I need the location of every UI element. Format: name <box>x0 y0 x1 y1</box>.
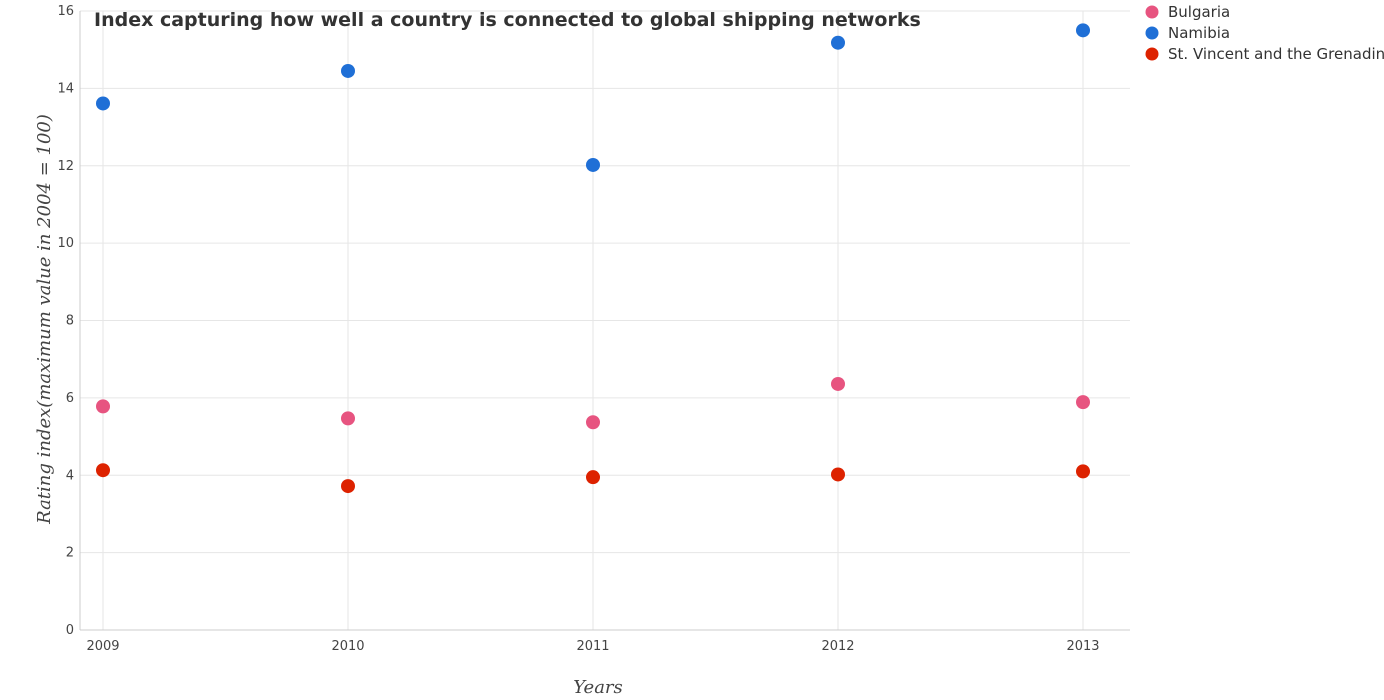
y-tick-label: 12 <box>57 159 74 174</box>
legend: Bulgaria Namibia St. Vincent and the Grena… <box>1145 3 1384 63</box>
point-namibia-2013 <box>1076 23 1090 38</box>
y-tick-label: 8 <box>66 314 74 329</box>
legend-marker-0 <box>1145 5 1159 19</box>
y-tick-label: 14 <box>57 81 74 96</box>
legend-label-0: Bulgaria <box>1168 3 1230 21</box>
legend-label-2: St. Vincent and the Grenadines <box>1168 45 1384 63</box>
point-namibia-2010 <box>341 63 355 78</box>
legend-label-1: Namibia <box>1168 24 1230 42</box>
y-tick-label: 0 <box>66 623 74 638</box>
point-bulgaria-2012 <box>831 376 845 391</box>
point-namibia-2012 <box>831 35 845 50</box>
point-namibia-2009 <box>96 96 110 111</box>
x-tick-label: 2010 <box>331 639 364 654</box>
legend-marker-1 <box>1145 26 1159 40</box>
point-namibia-2011 <box>586 157 600 172</box>
x-tick-label: 2009 <box>86 639 119 654</box>
y-tick-label: 2 <box>66 546 74 561</box>
point-st-vincent-and-the-grenadines-2009 <box>96 463 110 478</box>
x-tick-label: 2012 <box>821 639 854 654</box>
point-st-vincent-and-the-grenadines-2013 <box>1076 464 1090 479</box>
x-tick-labels: 2009 2010 2011 2012 2013 <box>86 639 1099 654</box>
x-axis-label: Years <box>573 677 623 698</box>
y-axis-label: Rating index(maximum value in 2004 = 100… <box>34 114 55 525</box>
chart-title: Index capturing how well a country is co… <box>94 9 921 31</box>
x-tick-label: 2011 <box>576 639 609 654</box>
y-tick-label: 10 <box>57 236 74 251</box>
point-bulgaria-2009 <box>96 399 110 414</box>
point-bulgaria-2011 <box>586 415 600 430</box>
point-st-vincent-and-the-grenadines-2010 <box>341 479 355 494</box>
axes <box>79 11 1130 631</box>
point-st-vincent-and-the-grenadines-2012 <box>831 467 845 482</box>
y-tick-label: 6 <box>66 391 74 406</box>
point-st-vincent-and-the-grenadines-2011 <box>586 470 600 485</box>
x-tick-label: 2013 <box>1066 639 1099 654</box>
point-bulgaria-2010 <box>341 411 355 426</box>
y-tick-label: 4 <box>66 468 74 483</box>
point-bulgaria-2013 <box>1076 395 1090 410</box>
y-tick-label: 16 <box>57 4 74 19</box>
y-tick-labels: 0 2 4 6 8 10 12 14 16 <box>57 4 74 638</box>
legend-marker-2 <box>1145 47 1159 61</box>
grid <box>80 10 1130 631</box>
data-points <box>96 23 1090 494</box>
